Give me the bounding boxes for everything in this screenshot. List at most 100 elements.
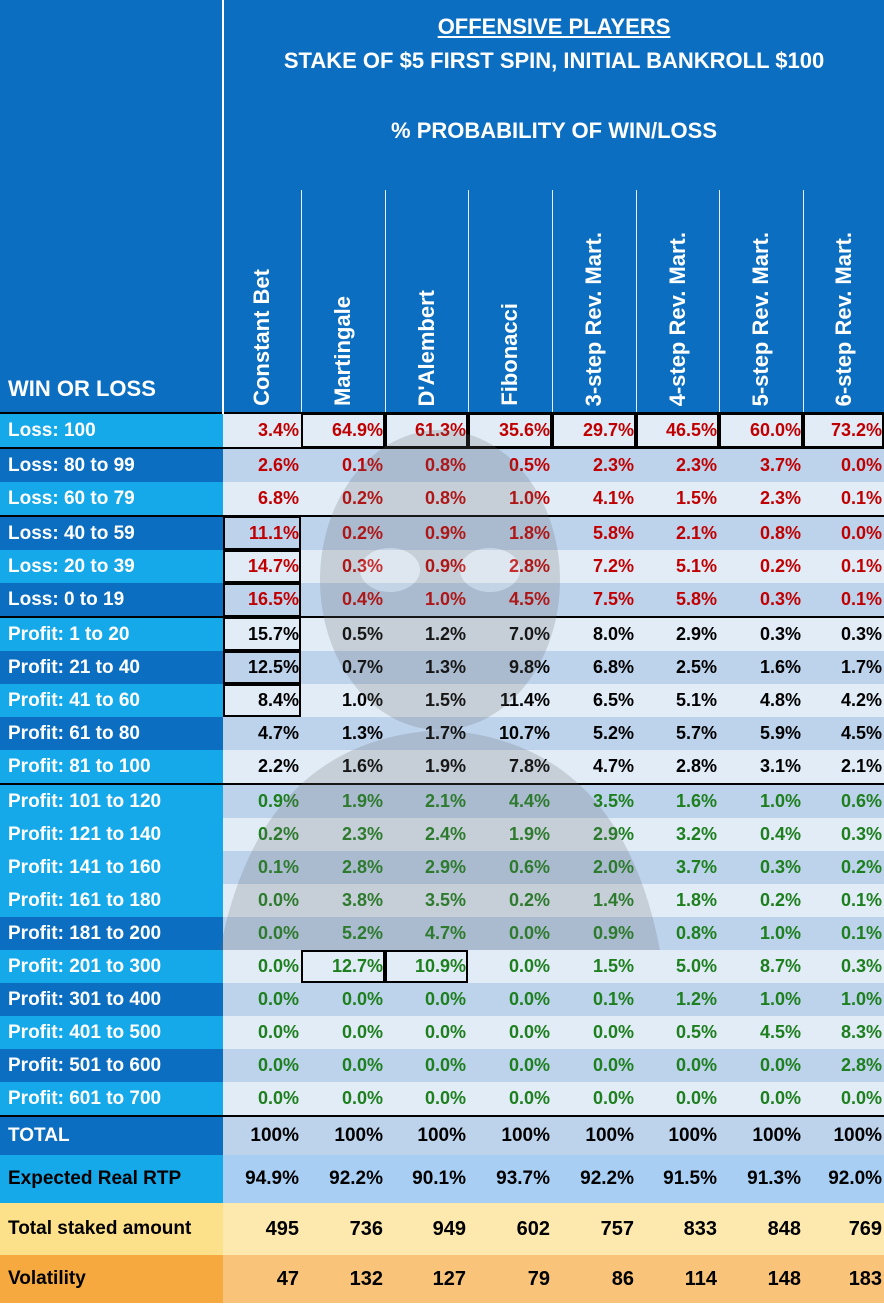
table-cell: 1.0% xyxy=(385,583,468,617)
table-title: OFFENSIVE PLAYERS xyxy=(437,14,671,39)
total-row-cell: 100% xyxy=(385,1115,468,1155)
total-row-cell: 100% xyxy=(719,1115,803,1155)
row-label: Loss: 20 to 39 xyxy=(0,550,223,583)
column-header-fibonacci: Fibonacci xyxy=(467,190,552,413)
table-cell: 5.2% xyxy=(301,917,385,950)
table-cell: 1.5% xyxy=(552,950,636,983)
column-header-label: Fibonacci xyxy=(497,303,522,406)
table-cell: 1.2% xyxy=(385,616,468,651)
table-row: Profit: 601 to 700 0.0% 0.0% 0.0% 0.0% 0.0% 0.… xyxy=(0,1082,884,1116)
table-cell: 2.6% xyxy=(223,447,301,482)
table-cell: 3.4% xyxy=(223,412,301,448)
table-cell: 0.3% xyxy=(803,818,884,851)
table-cell: 5.2% xyxy=(552,717,636,750)
table-subtitle: STAKE OF $5 FIRST SPIN, INITIAL BANKROLL… xyxy=(283,48,825,73)
row-label: Loss: 40 to 59 xyxy=(0,515,223,550)
rtp-row-cell: 91.5% xyxy=(636,1155,719,1203)
table-cell: 0.0% xyxy=(223,884,301,917)
staked-row-cell: 495 xyxy=(223,1203,301,1255)
table-cell: 29.7% xyxy=(552,412,636,448)
row-label: Profit: 81 to 100 xyxy=(0,750,223,784)
table-cell: 1.0% xyxy=(803,983,884,1016)
table-cell: 11.1% xyxy=(223,515,301,550)
volatility-row-cell: 47 xyxy=(223,1255,301,1303)
table-cell: 0.0% xyxy=(223,950,301,983)
table-cell: 0.0% xyxy=(301,983,385,1016)
table-row: Loss: 60 to 79 6.8% 0.2% 0.8% 1.0% 4.1% 1.5% 2.… xyxy=(0,482,884,516)
row-label: Profit: 181 to 200 xyxy=(0,917,223,950)
table-row: Profit: 141 to 160 0.1% 2.8% 2.9% 0.6% 2.0% 3.… xyxy=(0,851,884,884)
table-cell: 0.0% xyxy=(719,1049,803,1082)
table-cell: 0.2% xyxy=(719,550,803,583)
table-cell: 0.5% xyxy=(468,447,552,482)
table-row: Profit: 121 to 140 0.2% 2.3% 2.4% 1.9% 2.9% 3.… xyxy=(0,818,884,851)
table-row: Profit: 81 to 100 2.2% 1.6% 1.9% 7.8% 4.7% 2.8… xyxy=(0,750,884,784)
total-row-cell: 100% xyxy=(468,1115,552,1155)
table-cell: 0.9% xyxy=(223,783,301,818)
table-cell: 61.3% xyxy=(385,412,468,448)
table-cell: 3.5% xyxy=(552,783,636,818)
table-cell: 1.3% xyxy=(385,651,468,684)
table-subtitle-probability: % PROBABILITY OF WIN/LOSS xyxy=(391,118,717,143)
column-header-label: Constant Bet xyxy=(249,269,275,406)
table-cell: 3.1% xyxy=(719,750,803,784)
table-cell: 4.5% xyxy=(719,1016,803,1049)
table-cell: 0.8% xyxy=(636,917,719,950)
table-cell: 0.1% xyxy=(803,550,884,583)
table-row: Loss: 40 to 59 11.1% 0.2% 0.9% 1.8% 5.8% 2.1% 0… xyxy=(0,515,884,550)
table-cell: 0.0% xyxy=(552,1016,636,1049)
table-cell: 1.6% xyxy=(301,750,385,784)
table-row: Profit: 41 to 60 8.4% 1.0% 1.5% 11.4% 6.5% 5.1… xyxy=(0,684,884,717)
table-cell: 12.5% xyxy=(223,651,301,684)
rtp-row-cell: 92.2% xyxy=(301,1155,385,1203)
table-cell: 2.3% xyxy=(301,818,385,851)
table-cell: 0.2% xyxy=(223,818,301,851)
table-cell: 3.2% xyxy=(636,818,719,851)
rtp-row: Expected Real RTP 94.9% 92.2% 90.1% 93.7% 92.… xyxy=(0,1155,884,1203)
table-cell: 0.0% xyxy=(468,1082,552,1116)
table-cell: 0.1% xyxy=(223,851,301,884)
column-header-4-step-rev-mart: 4-step Rev. Mart. xyxy=(635,190,719,413)
row-label: Profit: 1 to 20 xyxy=(0,616,223,651)
column-header-label: 3-step Rev. Mart. xyxy=(581,231,606,406)
volatility-row-cell: 79 xyxy=(468,1255,552,1303)
volatility-row-cell: 127 xyxy=(385,1255,468,1303)
table-cell: 1.8% xyxy=(468,515,552,550)
table-cell: 0.0% xyxy=(803,1082,884,1116)
table-cell: 0.1% xyxy=(803,583,884,617)
table-cell: 12.7% xyxy=(301,950,385,983)
table-cell: 2.9% xyxy=(385,851,468,884)
table-cell: 0.3% xyxy=(719,583,803,617)
total-row-cell: 100% xyxy=(552,1115,636,1155)
table-cell: 11.4% xyxy=(468,684,552,717)
table-cell: 64.9% xyxy=(301,412,385,448)
table-cell: 4.2% xyxy=(803,684,884,717)
table-cell: 1.0% xyxy=(719,783,803,818)
table-cell: 1.8% xyxy=(636,884,719,917)
table-row: Profit: 21 to 40 12.5% 0.7% 1.3% 9.8% 6.8% 2.5… xyxy=(0,651,884,684)
table-cell: 0.0% xyxy=(552,1049,636,1082)
table-cell: 0.0% xyxy=(552,1082,636,1116)
table-cell: 2.1% xyxy=(803,750,884,784)
table-cell: 0.0% xyxy=(803,447,884,482)
table-cell: 0.1% xyxy=(803,482,884,516)
row-label: Profit: 601 to 700 xyxy=(0,1082,223,1116)
staked-row-cell: 602 xyxy=(468,1203,552,1255)
table-cell: 1.0% xyxy=(301,684,385,717)
column-header-3-step-rev-mart: 3-step Rev. Mart. xyxy=(551,190,636,413)
table-cell: 1.0% xyxy=(719,983,803,1016)
table-cell: 9.8% xyxy=(468,651,552,684)
rtp-row-cell: 90.1% xyxy=(385,1155,468,1203)
total-row: TOTAL 100% 100% 100% 100% 100% 100% 100% 100% xyxy=(0,1115,884,1155)
rtp-row-cell: 92.2% xyxy=(552,1155,636,1203)
column-header-label: D'Alembert xyxy=(413,289,439,406)
table-cell: 0.0% xyxy=(719,1082,803,1116)
row-label: Loss: 0 to 19 xyxy=(0,583,223,617)
table-cell: 0.0% xyxy=(803,515,884,550)
column-header-constant-bet: Constant Bet xyxy=(222,190,301,413)
row-label: Profit: 301 to 400 xyxy=(0,983,223,1016)
row-label: Profit: 161 to 180 xyxy=(0,884,223,917)
table-cell: 0.2% xyxy=(468,884,552,917)
row-label: Profit: 41 to 60 xyxy=(0,684,223,717)
table-cell: 0.0% xyxy=(468,917,552,950)
